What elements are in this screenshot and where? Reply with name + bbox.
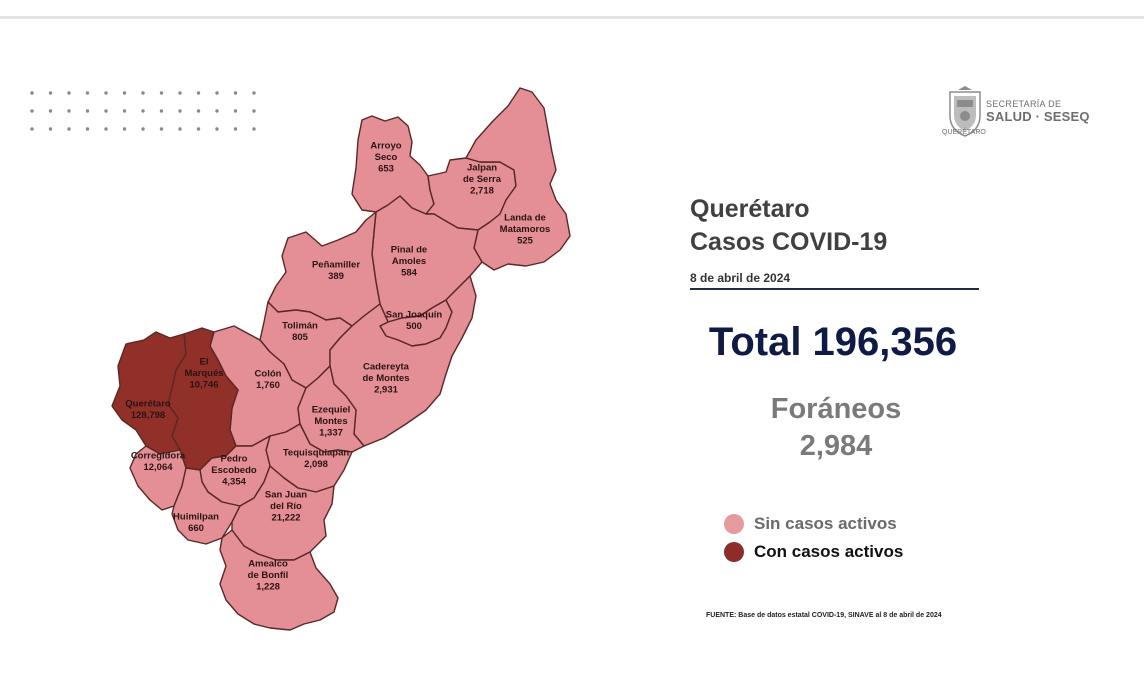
- label-arroyo-seco-line-1: Seco: [375, 152, 398, 163]
- label-san-joaquin: San Joaquín 500: [386, 309, 443, 332]
- top-divider: [0, 16, 1144, 19]
- label-penamiller-line-0: Peñamiller: [312, 259, 360, 270]
- label-amealco-de-bonfil: Amealco de Bonfil 1,228: [248, 559, 289, 593]
- label-colon-line-0: Colón: [255, 368, 282, 379]
- foraneos-label: Foráneos: [770, 393, 902, 425]
- label-huimilpan: Huimilpan 660: [173, 511, 219, 534]
- label-san-juan-del-rio-line-2: 21,222: [271, 513, 300, 524]
- label-ezequiel-montes-line-1: Montes: [314, 416, 347, 427]
- label-pinal-de-amoles-line-0: Pinal de: [391, 245, 427, 256]
- legend-item-inactive: Sin casos activos: [724, 513, 897, 535]
- label-amealco-de-bonfil-line-2: 1,228: [256, 582, 280, 593]
- region-queretaro: [111, 331, 187, 455]
- legend-label-inactive: Sin casos activos: [754, 514, 897, 533]
- label-arroyo-seco: Arroyo Seco 653: [370, 141, 401, 175]
- label-colon: Colón 1,760: [255, 368, 282, 391]
- label-san-joaquin-line-1: 500: [406, 321, 422, 332]
- label-cadereyta-de-montes-line-2: 2,931: [374, 385, 398, 396]
- label-cadereyta-de-montes-line-0: Cadereyta: [363, 362, 410, 373]
- label-huimilpan-line-0: Huimilpan: [173, 511, 219, 522]
- label-toliman: Tolimán 805: [282, 320, 318, 343]
- state-coat-of-arms-icon: [949, 86, 981, 137]
- region-amealco-de-bonfil: [219, 529, 339, 631]
- label-corregidora-line-0: Corregidora: [131, 450, 186, 461]
- label-pedro-escobedo-line-1: Escobedo: [211, 465, 257, 476]
- label-el-marques-line-2: 10,746: [189, 380, 218, 391]
- logo-line-queretaro: QUERÉTARO: [942, 129, 986, 136]
- label-jalpan-de-serra: Jalpan de Serra 2,718: [463, 163, 502, 197]
- label-jalpan-de-serra-line-1: de Serra: [463, 174, 502, 185]
- label-ezequiel-montes-line-0: Ezequiel: [312, 405, 351, 416]
- label-penamiller: Peñamiller 389: [312, 259, 360, 282]
- label-pinal-de-amoles-line-2: 584: [401, 268, 418, 279]
- total-cases: Total 196,356: [708, 320, 958, 364]
- label-jalpan-de-serra-line-2: 2,718: [470, 186, 494, 197]
- label-cadereyta-de-montes: Cadereyta de Montes 2,931: [363, 362, 410, 396]
- label-san-juan-del-rio-line-1: del Río: [270, 501, 302, 512]
- label-landa-de-matamoros-line-2: 525: [517, 236, 534, 247]
- logo-line-secretaria: SECRETARÍA DE: [986, 99, 1062, 109]
- label-ezequiel-montes-line-2: 1,337: [319, 428, 343, 439]
- label-pinal-de-amoles: Pinal de Amoles 584: [391, 245, 427, 279]
- label-tequisquiapan-line-1: 2,098: [304, 459, 328, 470]
- label-arroyo-seco-line-2: 653: [378, 164, 394, 175]
- label-pedro-escobedo: Pedro Escobedo 4,354: [211, 454, 257, 488]
- label-el-marques: El Marqués 10,746: [184, 357, 223, 391]
- label-jalpan-de-serra-line-0: Jalpan: [467, 163, 497, 174]
- legend-item-active: Con casos activos: [724, 541, 903, 563]
- label-toliman-line-0: Tolimán: [282, 320, 318, 331]
- label-el-marques-line-1: Marqués: [184, 368, 223, 379]
- label-queretaro-line-0: Querétaro: [125, 398, 171, 409]
- logo-line-salud-seseq: SALUD · SESEQ: [986, 109, 1090, 124]
- seseq-logo: SECRETARÍA DE SALUD · SESEQ QUERÉTARO: [942, 84, 1114, 140]
- title-underline: [690, 288, 979, 290]
- label-cadereyta-de-montes-line-1: de Montes: [363, 373, 410, 384]
- label-corregidora-line-1: 12,064: [143, 462, 173, 473]
- label-landa-de-matamoros-line-0: Landa de: [504, 213, 546, 224]
- decorative-dot-pattern: [30, 91, 256, 131]
- label-corregidora: Corregidora 12,064: [131, 450, 186, 473]
- label-pinal-de-amoles-line-1: Amoles: [392, 256, 426, 267]
- legend-dot-active-icon: [724, 542, 744, 562]
- label-tequisquiapan-line-0: Tequisquiapan: [283, 447, 350, 458]
- legend-dot-inactive-icon: [724, 514, 744, 534]
- label-landa-de-matamoros-line-1: Matamoros: [500, 224, 551, 235]
- label-san-joaquin-line-0: San Joaquín: [386, 309, 443, 320]
- label-amealco-de-bonfil-line-0: Amealco: [248, 559, 288, 570]
- label-pedro-escobedo-line-2: 4,354: [222, 477, 246, 488]
- legend-label-active: Con casos activos: [754, 542, 904, 561]
- label-penamiller-line-1: 389: [328, 271, 344, 282]
- label-amealco-de-bonfil-line-1: de Bonfil: [248, 570, 289, 581]
- title-cases: Casos COVID-19: [690, 228, 888, 256]
- label-queretaro: Querétaro 128,798: [125, 398, 171, 421]
- label-el-marques-line-0: El: [200, 357, 209, 368]
- label-huimilpan-line-1: 660: [188, 523, 204, 534]
- label-arroyo-seco-line-0: Arroyo: [370, 141, 401, 152]
- label-colon-line-1: 1,760: [256, 380, 280, 391]
- title-state: Querétaro: [690, 195, 810, 223]
- report-date: 8 de abril de 2024: [690, 271, 791, 285]
- label-toliman-line-1: 805: [292, 332, 309, 343]
- label-queretaro-line-1: 128,798: [131, 410, 165, 421]
- region-landa-de-matamoros: [465, 87, 571, 271]
- foraneos-value: 2,984: [799, 430, 873, 462]
- label-san-juan-del-rio-line-0: San Juan: [265, 490, 307, 501]
- label-tequisquiapan: Tequisquiapan 2,098: [283, 447, 350, 470]
- label-ezequiel-montes: Ezequiel Montes 1,337: [312, 405, 351, 439]
- label-pedro-escobedo-line-0: Pedro: [221, 454, 248, 465]
- source-note: FUENTE: Base de datos estatal COVID-19, …: [706, 612, 942, 619]
- label-san-juan-del-rio: San Juan del Río 21,222: [265, 490, 307, 524]
- label-landa-de-matamoros: Landa de Matamoros 525: [500, 213, 551, 247]
